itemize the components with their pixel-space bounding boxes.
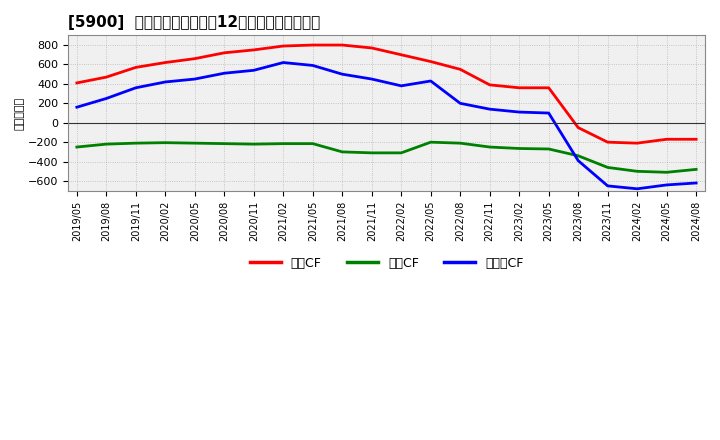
Y-axis label: （百万円）: （百万円）: [15, 96, 25, 130]
Legend: 営業CF, 投資CF, フリーCF: 営業CF, 投資CF, フリーCF: [245, 252, 528, 275]
Text: [5900]  キャッシュフローの12か月移動合計の推移: [5900] キャッシュフローの12か月移動合計の推移: [68, 15, 320, 30]
